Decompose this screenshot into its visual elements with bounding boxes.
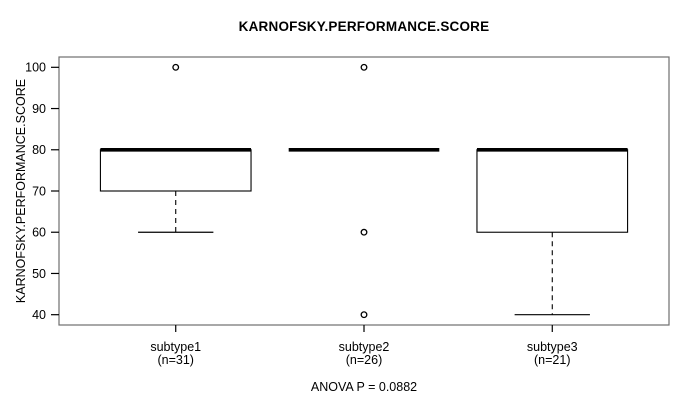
x-axis-group-n-label: (n=26) <box>346 353 382 367</box>
outlier-point <box>360 228 368 236</box>
outlier-point <box>360 311 368 319</box>
outlier-point <box>360 63 368 71</box>
x-axis-group-label: subtype2 <box>339 340 390 354</box>
iqr-box <box>476 149 629 233</box>
y-axis-tick-label: 90 <box>32 102 46 116</box>
y-axis-tick-label: 80 <box>32 143 46 157</box>
x-axis-group-label: subtype1 <box>150 340 201 354</box>
x-axis-group-n-label: (n=31) <box>157 353 193 367</box>
y-axis-tick-label: 60 <box>32 226 46 240</box>
iqr-box <box>99 149 252 192</box>
y-axis-tick-label: 50 <box>32 267 46 281</box>
y-axis-tick-label: 70 <box>32 184 46 198</box>
x-axis-group-n-label: (n=21) <box>534 353 570 367</box>
anova-annotation: ANOVA P = 0.0882 <box>310 380 418 394</box>
chart-title: KARNOFSKY.PERFORMANCE.SCORE <box>238 19 490 34</box>
y-axis-tick-label: 40 <box>32 308 46 322</box>
y-axis-tick-label: 100 <box>25 61 46 75</box>
outlier-point <box>172 63 180 71</box>
x-axis-group-label: subtype3 <box>527 340 578 354</box>
